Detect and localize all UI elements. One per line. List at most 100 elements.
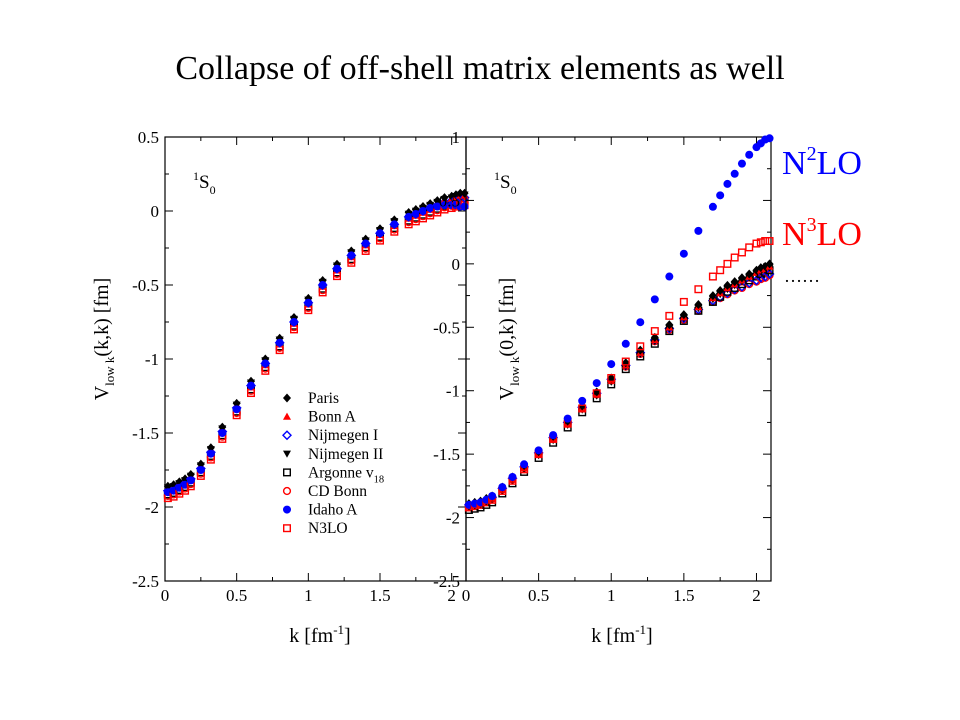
ellipsis-label: ……	[784, 266, 820, 286]
y-tick-label: 0.5	[439, 191, 460, 210]
point-idaho-a	[440, 201, 449, 210]
legend-marker	[283, 524, 292, 533]
point-paris	[723, 280, 732, 290]
point-idaho-a	[275, 338, 284, 347]
data-points	[162, 188, 470, 503]
point-idaho-a	[549, 431, 558, 440]
point-paris	[433, 196, 442, 206]
point-n3lo	[716, 266, 725, 275]
x-tick-label: 1	[607, 586, 616, 605]
point-paris	[650, 332, 659, 342]
point-n3lo	[756, 238, 765, 247]
point-n3lo	[708, 272, 717, 281]
point-idaho-a	[578, 396, 587, 405]
x-tick-label: 0.5	[226, 586, 247, 605]
legend-label: CD Bonn	[308, 483, 367, 500]
point-n3lo	[578, 404, 587, 413]
y-tick-label: -2	[145, 498, 159, 517]
point-idaho-a	[592, 379, 601, 388]
point-n3lo	[650, 327, 659, 336]
point-paris	[679, 310, 688, 320]
data-points	[463, 134, 775, 514]
point-idaho-a	[665, 272, 674, 281]
legend-label: Argonne v18	[308, 464, 384, 485]
x-tick-label: 1.5	[673, 586, 694, 605]
legend-marker	[282, 430, 292, 441]
point-idaho-a	[488, 492, 497, 501]
point-idaho-a	[419, 207, 427, 215]
y-tick-label: -0.5	[132, 276, 159, 295]
point-idaho-a	[404, 212, 413, 221]
point-n3lo	[607, 374, 616, 383]
x-axis-label: k [fm-1]	[289, 622, 350, 647]
point-n3lo	[636, 342, 645, 351]
panel-label: 1S0	[193, 169, 216, 197]
point-idaho-a	[723, 179, 732, 188]
y-axis-label: Vlow k(0,k) [fm]	[496, 278, 522, 401]
point-paris	[694, 299, 703, 309]
point-idaho-a	[679, 249, 688, 258]
x-axis-label: k [fm-1]	[591, 622, 652, 647]
point-n3lo	[752, 239, 761, 248]
point-n3lo	[765, 237, 774, 246]
n3lo-label: N3LO	[782, 214, 862, 253]
y-tick-label: 0	[452, 255, 461, 274]
point-idaho-a	[650, 295, 659, 304]
point-idaho-a	[333, 264, 341, 273]
point-paris	[737, 273, 746, 283]
y-axis-label: Vlow k(k,k) [fm]	[91, 278, 117, 401]
point-idaho-a	[534, 446, 543, 455]
point-idaho-a	[290, 318, 298, 326]
point-idaho-a	[186, 476, 195, 485]
point-idaho-a	[498, 483, 507, 492]
point-idaho-a	[433, 202, 442, 211]
point-n3lo	[592, 389, 601, 398]
point-paris	[607, 373, 616, 383]
point-idaho-a	[426, 204, 435, 213]
point-idaho-a	[206, 449, 215, 458]
x-tick-label: 2	[752, 586, 761, 605]
point-idaho-a	[694, 226, 703, 235]
point-n3lo	[730, 253, 739, 262]
point-paris	[232, 398, 241, 408]
legend-label: Paris	[308, 390, 339, 407]
point-n3lo	[745, 243, 754, 252]
point-idaho-a	[361, 239, 370, 248]
y-tick-label: -2.5	[132, 572, 159, 591]
point-paris	[708, 291, 717, 301]
point-paris	[716, 285, 725, 295]
point-idaho-a	[737, 159, 746, 168]
x-tick-label: 1	[304, 586, 313, 605]
y-tick-label: 1	[452, 128, 461, 147]
point-paris	[765, 259, 774, 269]
point-idaho-a	[347, 251, 356, 260]
y-tick-label: -1	[446, 382, 460, 401]
y-tick-label: 0	[151, 202, 160, 221]
point-idaho-a	[716, 191, 725, 200]
point-idaho-a	[261, 359, 270, 368]
x-tick-label: 0	[161, 586, 170, 605]
y-tick-label: -1.5	[433, 445, 460, 464]
point-paris	[196, 459, 205, 469]
legend-label: Bonn A	[308, 409, 357, 426]
point-paris	[665, 320, 674, 330]
point-idaho-a	[508, 472, 517, 481]
point-idaho-a	[196, 466, 205, 474]
point-idaho-a	[232, 405, 241, 414]
point-idaho-a	[411, 209, 420, 218]
point-idaho-a	[390, 220, 399, 229]
point-idaho-a	[376, 229, 384, 238]
panel-2: 0 0.5 1 1.5 2 1 0.5 0 -0.5 -1 -1.5 -2 -2.5 k [fm-1] Vl…	[433, 128, 775, 647]
n2lo-label: N2LO	[782, 143, 862, 182]
point-idaho-a	[607, 360, 616, 369]
point-idaho-a	[636, 318, 645, 327]
legend-label: Idaho A	[308, 502, 358, 519]
legend-label: N3LO	[308, 520, 348, 537]
slide-title: Collapse of off-shell matrix elements as…	[175, 50, 785, 87]
point-idaho-a	[460, 202, 469, 211]
x-tick-label: 0	[462, 586, 471, 605]
point-paris	[440, 193, 449, 203]
point-idaho-a	[318, 281, 327, 289]
point-idaho-a	[765, 134, 774, 143]
